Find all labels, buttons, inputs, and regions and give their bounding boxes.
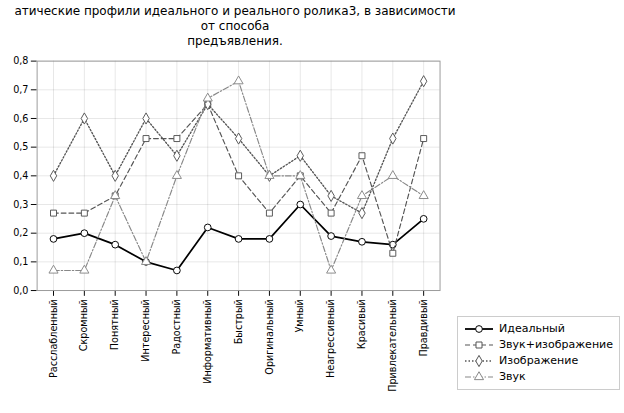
- svg-text:0,8: 0,8: [13, 55, 28, 66]
- svg-text:0,2: 0,2: [13, 227, 28, 238]
- svg-text:Радостный: Радостный: [171, 299, 182, 354]
- svg-text:0,7: 0,7: [13, 84, 28, 95]
- svg-text:Информативный: Информативный: [202, 299, 213, 384]
- svg-text:0,1: 0,1: [13, 256, 28, 267]
- svg-text:Неагрессивный: Неагрессивный: [325, 299, 336, 378]
- svg-text:Понятный: Понятный: [109, 299, 120, 350]
- svg-text:Оригинальный: Оригинальный: [264, 299, 275, 374]
- html-text:Изображение: Изображение: [499, 354, 579, 367]
- svg-text:Скромный: Скромный: [78, 299, 89, 351]
- svg-text:Красивый: Красивый: [356, 299, 367, 349]
- svg-text:Правдивый: Правдивый: [418, 299, 429, 356]
- html-text:Идеальный: Идеальный: [499, 322, 565, 335]
- svg-text:Расслабленный: Расслабленный: [48, 299, 59, 378]
- svg-text:Быстрый: Быстрый: [233, 299, 244, 344]
- svg-text:0,5: 0,5: [13, 141, 28, 152]
- svg-text:0,0: 0,0: [13, 285, 28, 296]
- svg-text:Интересный: Интересный: [140, 299, 151, 361]
- html-text:атические профили идеального и: атические профили идеального и реального…: [14, 4, 456, 48]
- html-text:Звук: Звук: [499, 370, 526, 383]
- svg-text:Умный: Умный: [294, 299, 305, 332]
- html-text:Звук+изображение: Звук+изображение: [499, 338, 613, 351]
- svg-text:0,4: 0,4: [13, 170, 28, 181]
- svg-text:Привлекательный: Привлекательный: [387, 299, 398, 392]
- svg-text:0,3: 0,3: [13, 199, 28, 210]
- svg-text:0,6: 0,6: [13, 113, 28, 124]
